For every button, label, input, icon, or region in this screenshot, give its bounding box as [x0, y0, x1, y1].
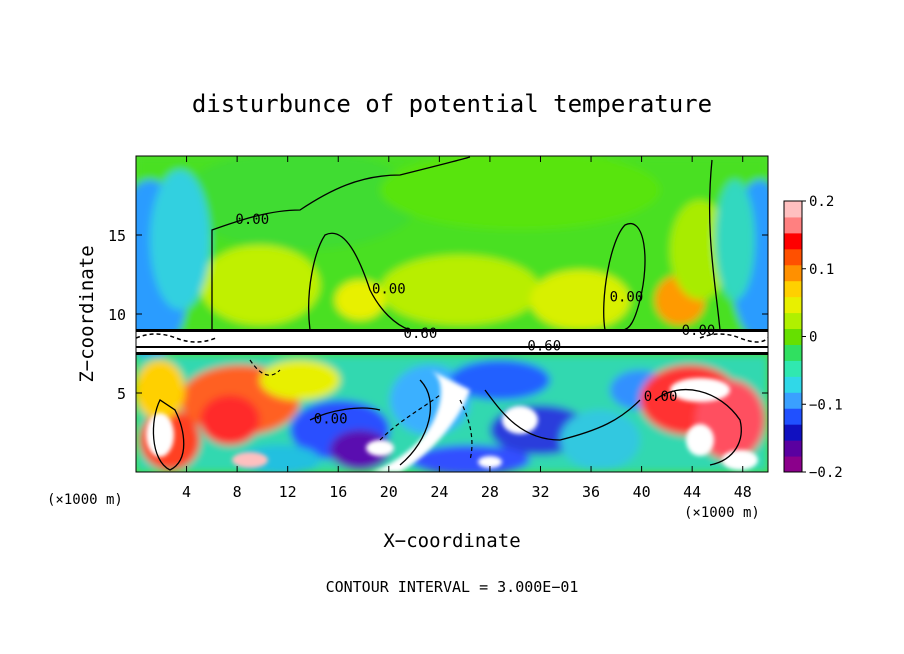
contour-label: 0.00: [682, 323, 716, 339]
colorbar-swatch: [784, 248, 802, 266]
colorbar-swatch: [784, 376, 802, 393]
x-tick-label: 36: [582, 483, 600, 501]
z-tick-label: 15: [108, 227, 126, 245]
colorbar-swatch: [784, 408, 802, 425]
colorbar-tick-label: 0: [809, 330, 817, 346]
x-axis: 4 8 12 16 20 24 28 32 36 40 44 48: [182, 156, 752, 501]
x-unit-label: (×1000 m): [684, 505, 760, 521]
contour-label: 0.60: [527, 339, 561, 355]
x-tick-label: 28: [481, 483, 499, 501]
x-tick-label: 4: [182, 483, 191, 501]
x-tick-label: 32: [531, 483, 549, 501]
chart-title: disturbunce of potential temperature: [192, 90, 712, 118]
contour-label: 0.00: [314, 411, 348, 427]
colorbar-swatch: [784, 264, 802, 282]
z-axis-label: Z−coordinate: [76, 245, 98, 382]
colorbar-tick-label: −0.1: [809, 397, 843, 413]
heatmap-field: [136, 156, 768, 472]
colorbar-swatch: [784, 392, 802, 409]
colorbar-swatch: [784, 201, 802, 218]
colorbar-swatch: [784, 296, 802, 314]
x-tick-label: 16: [329, 483, 347, 501]
contour-label: 0.00: [610, 290, 644, 306]
x-tick-label: 20: [380, 483, 398, 501]
x-tick-label: 48: [734, 483, 752, 501]
z-tick-label: 5: [117, 385, 126, 403]
x-tick-label: 44: [683, 483, 701, 501]
colorbar-tick-label: 0.1: [809, 262, 834, 278]
contour-labels: 0.00 0.00 0.00 0.60 0.60 0.00 0.00 0.00: [235, 212, 715, 427]
contour-label: 0.00: [644, 389, 678, 405]
x-tick-label: 40: [633, 483, 651, 501]
colorbar-swatch: [784, 456, 802, 473]
colorbar-swatch: [784, 216, 802, 234]
x-tick-label: 8: [233, 483, 242, 501]
colorbar-swatch: [784, 280, 802, 298]
colorbar-tick-label: 0.2: [809, 194, 834, 210]
x-axis-label: X−coordinate: [383, 530, 520, 552]
colorbar-swatch: [784, 440, 802, 457]
contour-label: 0.00: [372, 282, 406, 298]
contour-label: 0.00: [235, 212, 269, 228]
x-tick-label: 12: [279, 483, 297, 501]
x-tick-label: 24: [430, 483, 448, 501]
colorbar-swatch: [784, 424, 802, 441]
contour-interval-note: CONTOUR INTERVAL = 3.000E−01: [326, 578, 579, 596]
z-axis: 5 10 15: [108, 227, 768, 403]
z-unit-label: (×1000 m): [47, 492, 123, 508]
colorbar-swatch: [784, 232, 802, 250]
contour-label: 0.60: [404, 326, 438, 342]
colorbar-swatch: [784, 344, 802, 361]
z-tick-label: 10: [108, 306, 126, 324]
colorbar-swatch: [784, 328, 802, 345]
colorbar-swatch: [784, 312, 802, 330]
colorbar: 0.2 0.1 0 −0.1 −0.2: [783, 194, 843, 481]
colorbar-tick-label: −0.2: [809, 465, 843, 481]
colorbar-swatch: [784, 360, 802, 377]
